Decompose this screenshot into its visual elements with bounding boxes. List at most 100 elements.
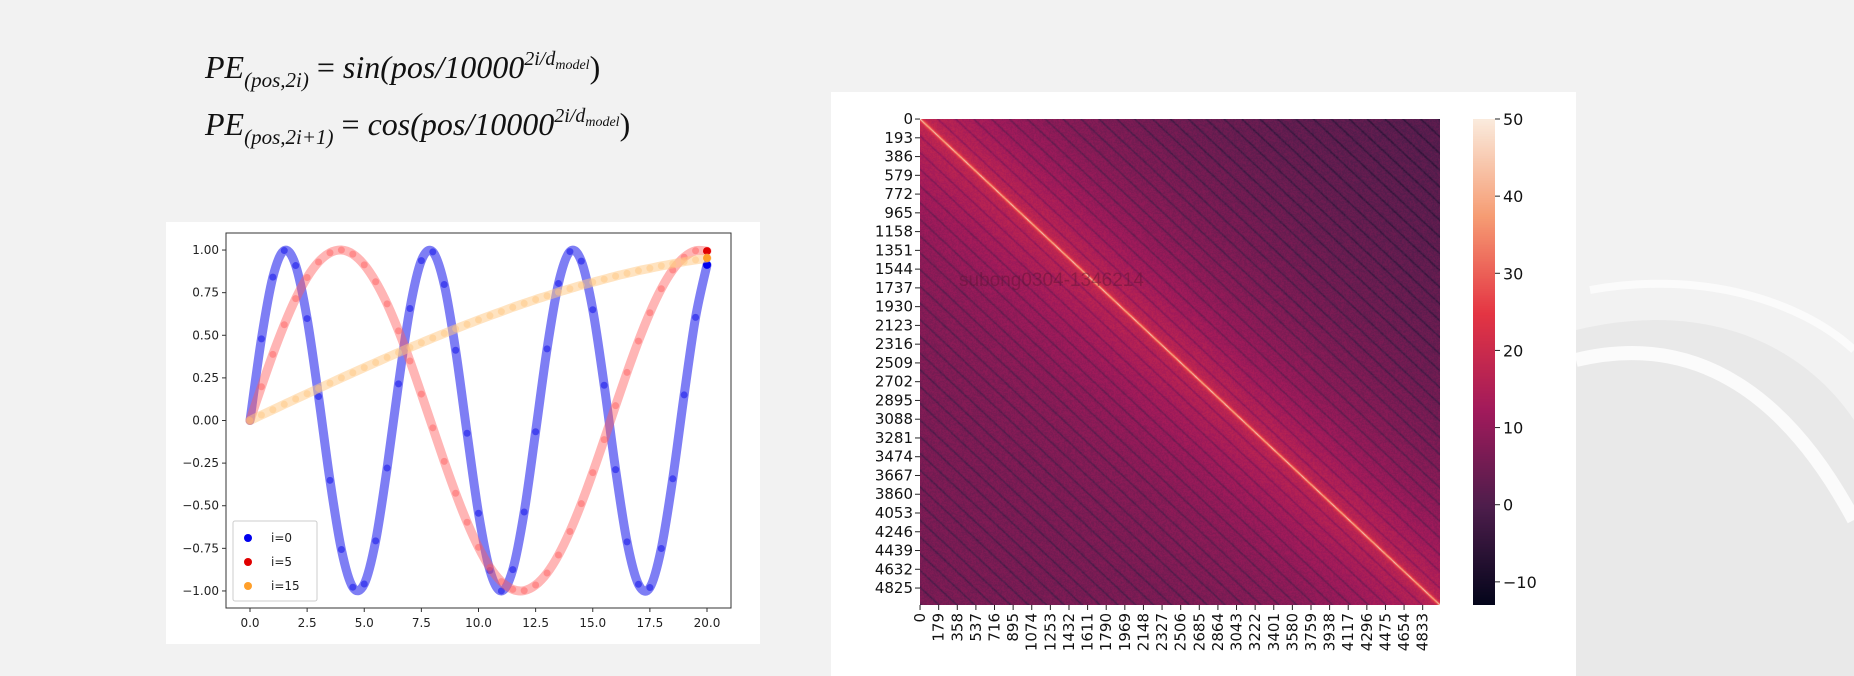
data-point	[417, 390, 425, 398]
y-tick-label: 2509	[875, 354, 913, 372]
data-point	[509, 585, 517, 593]
data-point	[269, 406, 277, 414]
y-tick-label: 4053	[875, 504, 913, 522]
formula-exponent-subscript: model	[555, 58, 590, 73]
y-tick-label: 3667	[875, 466, 913, 484]
x-tick-label: 2.5	[298, 616, 317, 630]
data-point	[692, 256, 700, 264]
data-point	[486, 312, 494, 320]
data-point	[463, 429, 471, 437]
data-point	[646, 584, 654, 592]
data-point	[303, 273, 311, 281]
data-point	[257, 383, 265, 391]
x-tick-label: 2864	[1209, 613, 1227, 651]
y-tick-label: 4246	[875, 523, 913, 541]
data-point	[520, 508, 528, 516]
data-point	[692, 247, 700, 255]
data-point	[497, 308, 505, 316]
data-point	[600, 275, 608, 283]
y-tick-label: 4632	[875, 560, 913, 578]
scatter-plot-panel: 0.0 2.5 5.0 7.5 10.0 12.5 15.0 17.5 20.0 1.00 0.75…	[166, 222, 760, 644]
x-tick-label: 4296	[1358, 613, 1376, 651]
data-point	[383, 353, 391, 361]
data-point	[395, 380, 403, 388]
x-tick-label: 3938	[1321, 613, 1339, 651]
data-point	[280, 247, 288, 255]
data-point	[554, 551, 562, 559]
data-point	[589, 278, 597, 286]
data-point	[440, 329, 448, 337]
formula-function: sin	[342, 49, 381, 85]
formula-argument: (pos/10000	[410, 106, 555, 142]
y-tick-label: 1158	[875, 223, 913, 241]
x-tick-label: 0	[911, 613, 929, 623]
x-tick-label: 4475	[1376, 613, 1394, 651]
data-point	[612, 272, 620, 280]
data-point	[360, 261, 368, 269]
data-point	[486, 567, 494, 574]
y-tick-label: −0.50	[182, 499, 219, 513]
data-point	[475, 509, 482, 517]
y-tick-label: 2123	[875, 316, 913, 334]
data-point	[554, 279, 562, 287]
data-point	[349, 250, 357, 258]
x-tick-label: 2327	[1153, 613, 1171, 651]
series-band	[245, 245, 712, 596]
y-tick-label: 386	[884, 148, 913, 166]
formula-close-paren: )	[589, 49, 601, 85]
data-point	[657, 262, 665, 270]
data-point	[326, 476, 334, 484]
x-tick-label: 0.0	[240, 616, 259, 630]
colorbar-tick-label: 30	[1503, 264, 1523, 283]
x-tick-label: 179	[930, 613, 948, 642]
y-tick-label: 2702	[875, 373, 913, 391]
data-point	[520, 587, 528, 595]
data-point	[577, 500, 585, 508]
formula-lhs: PE	[205, 49, 245, 85]
y-tick-label: −0.75	[182, 541, 219, 555]
data-point	[280, 400, 288, 408]
legend-marker	[244, 582, 252, 590]
data-point	[532, 295, 540, 303]
y-tick-label: 2316	[875, 335, 913, 353]
colorbar	[1473, 119, 1495, 605]
formula-lhs: PE	[205, 106, 245, 142]
data-point	[269, 350, 277, 358]
x-tick-label: 3222	[1246, 613, 1264, 651]
x-tick-label: 4117	[1339, 613, 1357, 651]
data-point	[440, 457, 448, 465]
data-point	[657, 285, 665, 293]
y-tick-label: 0	[903, 110, 913, 128]
data-point	[406, 344, 414, 352]
data-point	[646, 264, 654, 272]
data-point	[395, 327, 403, 335]
data-point	[577, 257, 585, 265]
x-tick-label: 358	[948, 613, 966, 642]
data-point	[452, 325, 460, 333]
data-point	[612, 466, 620, 474]
data-point	[543, 292, 551, 300]
data-point	[372, 537, 380, 545]
x-tick-label: 2506	[1172, 613, 1190, 651]
x-tick-label: 20.0	[694, 616, 721, 630]
x-tick-label: 17.5	[637, 616, 664, 630]
x-tick-label: 1253	[1041, 613, 1059, 651]
data-point	[554, 288, 562, 296]
x-tick-label: 1074	[1023, 613, 1041, 651]
y-tick-label: 1544	[875, 260, 913, 278]
data-point	[486, 563, 494, 571]
legend-marker	[244, 534, 252, 542]
data-point	[463, 320, 471, 328]
data-point	[257, 411, 265, 419]
x-tick-label: 3759	[1302, 613, 1320, 651]
x-tick-label: 2685	[1190, 613, 1208, 651]
data-point	[589, 306, 597, 314]
x-tick-label: 1790	[1097, 613, 1115, 651]
formula-exponent-subscript: model	[585, 115, 620, 130]
data-point	[417, 257, 425, 265]
series-i-0	[245, 245, 712, 596]
heatmap-cells	[920, 119, 1440, 605]
data-point	[349, 583, 357, 591]
data-point	[623, 368, 631, 376]
x-tick-label: 895	[1004, 613, 1022, 642]
